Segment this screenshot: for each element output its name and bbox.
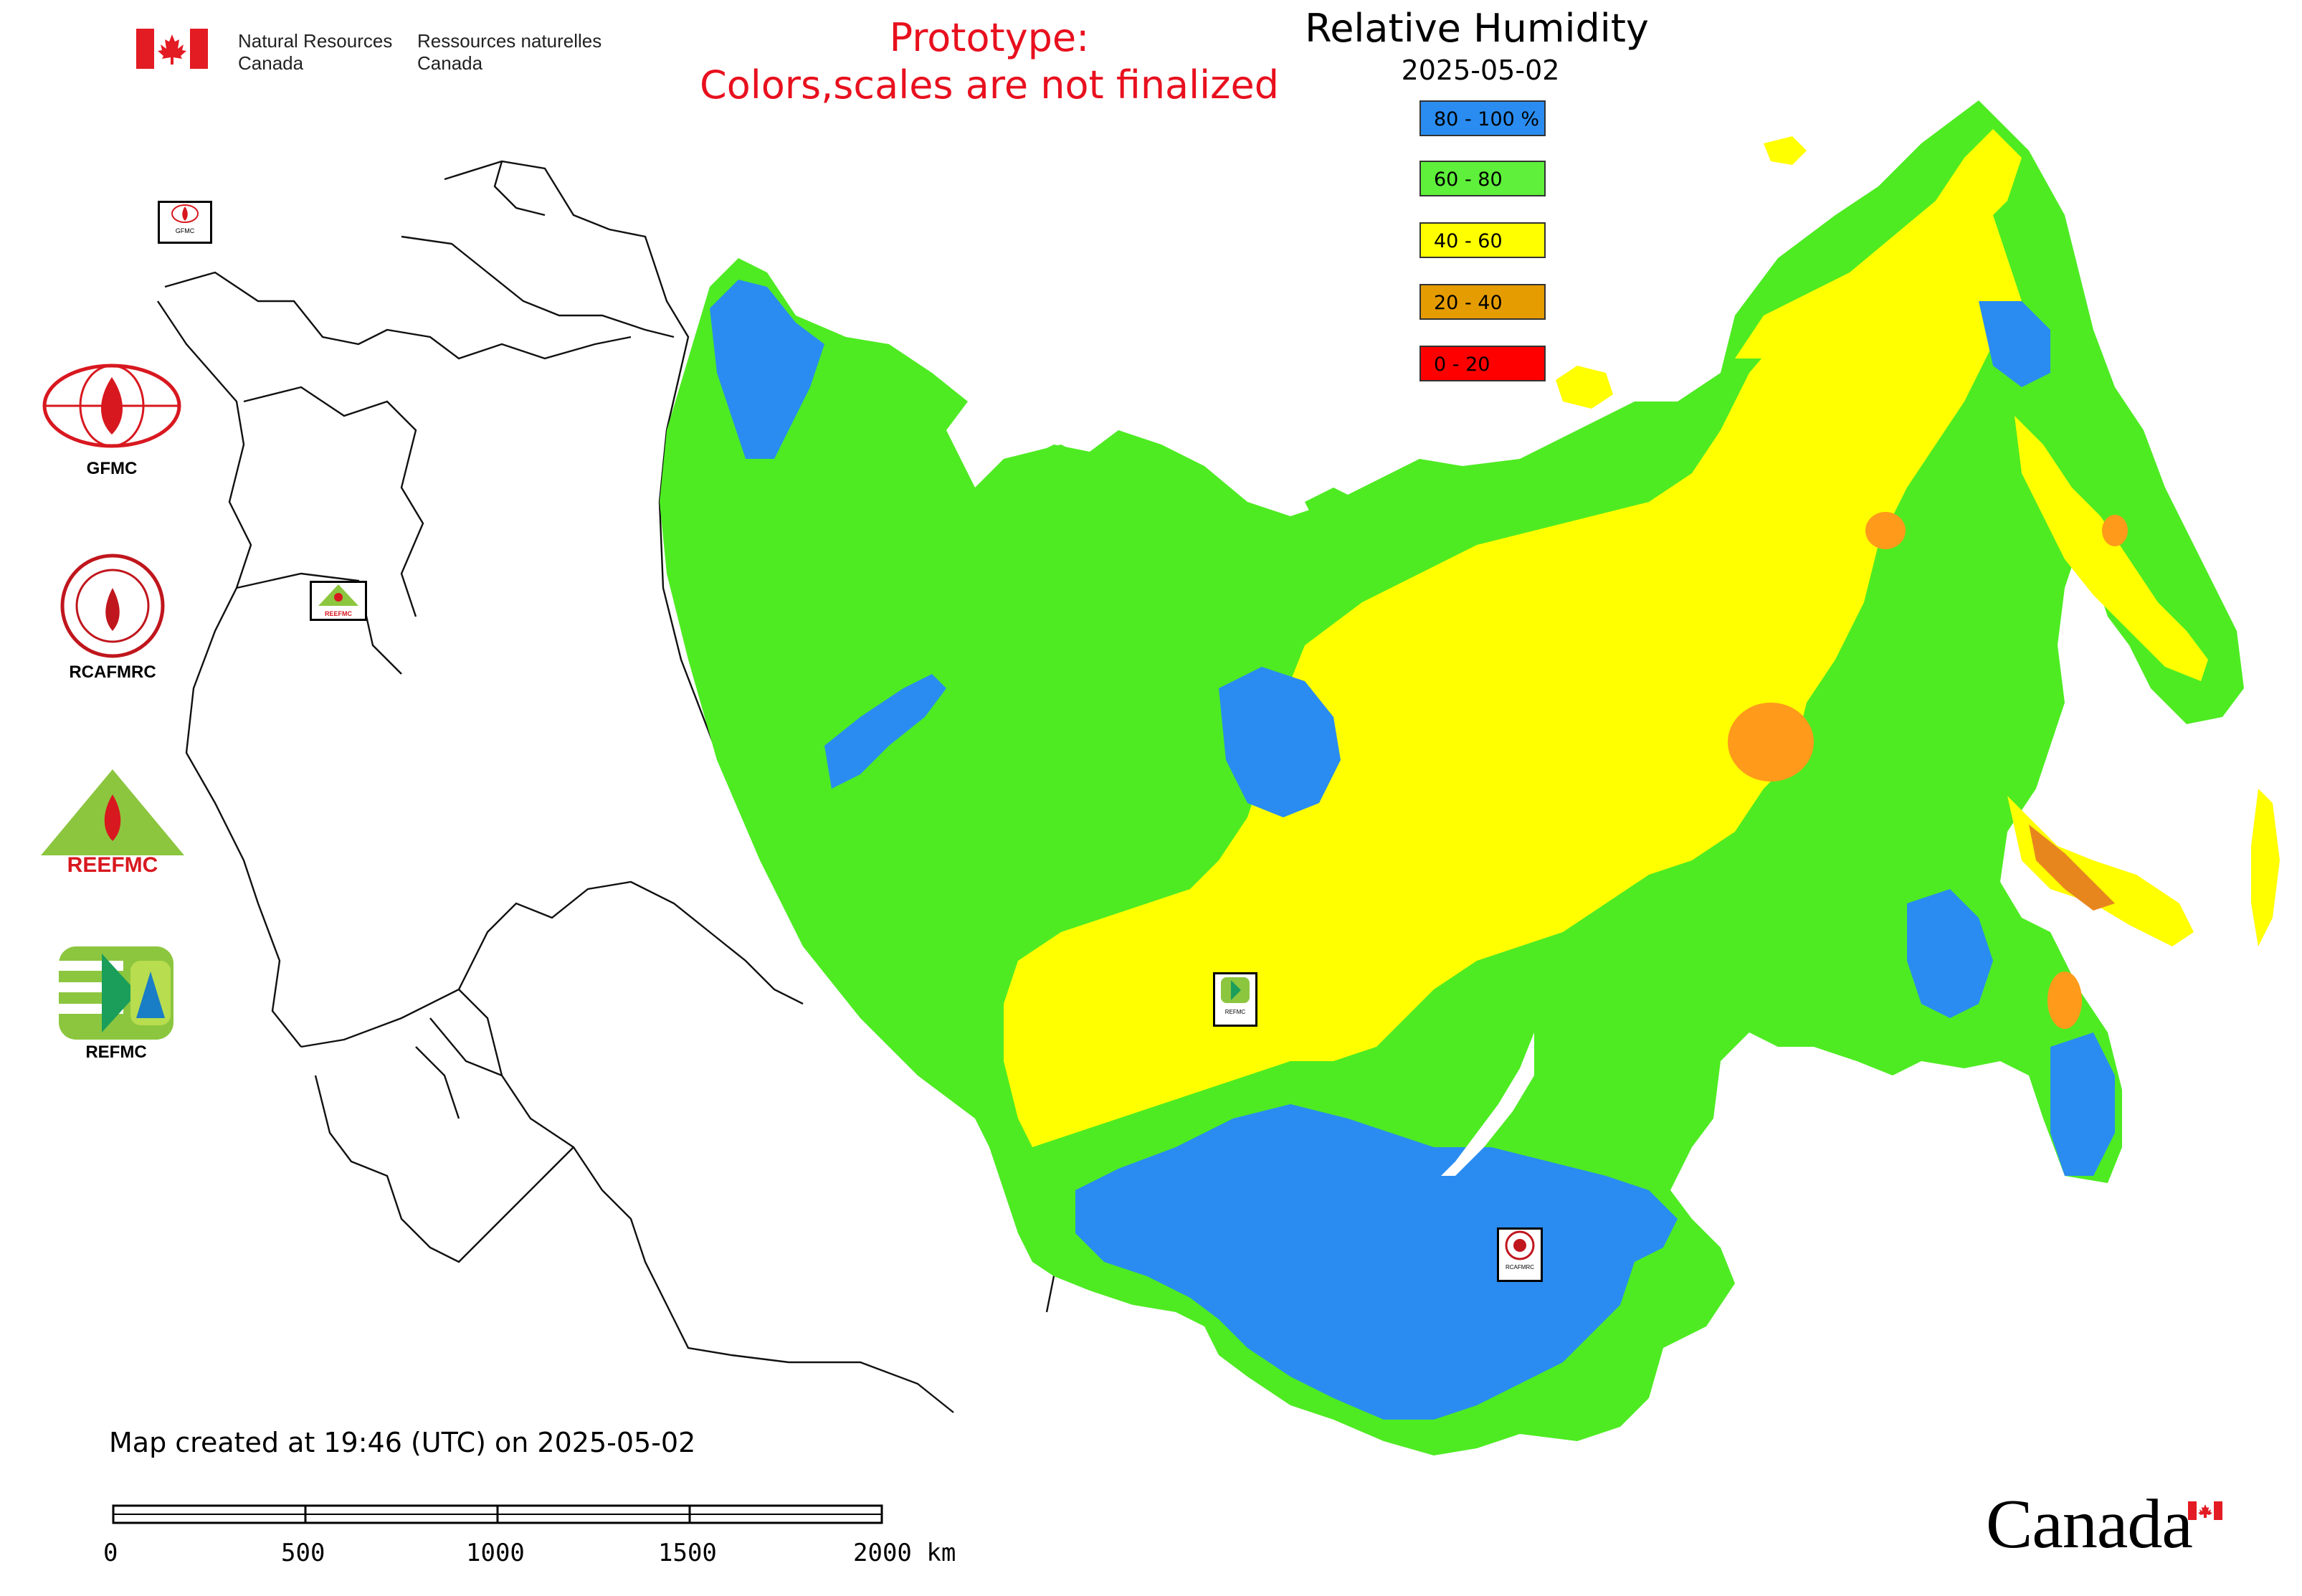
island-wrangel: [1764, 136, 1807, 165]
zone-20-40-kamchatka: [2102, 515, 2128, 546]
gfmc-logo: GFMC: [40, 363, 198, 479]
zone-80-100-west-river: [824, 674, 946, 789]
reefmc-badge-icon: [318, 584, 358, 606]
refmc-logo: REFMC: [59, 946, 202, 1063]
canada-wordmark: Canada: [1986, 1486, 2193, 1563]
zone-80-100-taimyr: [1219, 667, 1341, 817]
zone-40-60: [1004, 186, 2022, 1147]
zone-80-100-kola: [710, 280, 824, 459]
island-severnaya: [1305, 488, 1376, 545]
humidity-fill: [660, 100, 2280, 1455]
agency-en-line1: Natural Resources: [238, 30, 393, 52]
legend-item-80-100: 80 - 100 %: [1419, 100, 1546, 136]
reefmc-badge-label: REEFMC: [325, 610, 352, 617]
zone-80-100-south: [1075, 1104, 1678, 1420]
island-sakhalin: [2251, 789, 2280, 946]
legend-label: 60 - 80: [1434, 168, 1503, 191]
reefmc-logo: REEFMC: [37, 766, 188, 877]
island-novaya-zemlya: [975, 445, 1090, 545]
zone-20-40-magadan: [1865, 512, 1906, 549]
rcafmrc-logo: RCAFMRC: [59, 552, 199, 683]
gfmc-map-badge: GFMC: [158, 201, 212, 244]
refmc-sigma-icon: [59, 946, 173, 1040]
rcafmrc-label: RCAFMRC: [69, 662, 156, 682]
agency-fr-line1: Ressources naturelles: [417, 30, 602, 52]
prototype-notice: Prototype: Colors,scales are not finaliz…: [631, 14, 1348, 109]
reefmc-triangle-icon: REEFMC: [41, 769, 184, 877]
zone-kamchatka: [2015, 416, 2208, 681]
rcafmrc-map-badge: RCAFMRC: [1497, 1227, 1543, 1282]
gfmc-badge-icon: [171, 204, 199, 223]
legend-label: 20 - 40: [1434, 292, 1503, 314]
agency-en-line2: Canada: [238, 52, 304, 74]
zone-80-100-chukotka: [1979, 301, 2050, 387]
legend-item-60-80: 60 - 80: [1419, 161, 1546, 196]
legend-label: 80 - 100 %: [1434, 108, 1540, 130]
scale-label-500: 500: [281, 1539, 325, 1567]
gfmc-label: GFMC: [86, 459, 138, 478]
zone-80-100-east: [1907, 889, 1993, 1018]
scale-label-2000: 2000 km: [853, 1539, 956, 1567]
scale-label-1000: 1000: [466, 1539, 525, 1567]
prototype-line1: Prototype:: [889, 15, 1090, 60]
scale-bar: [112, 1504, 883, 1524]
legend-item-40-60: 40 - 60: [1419, 222, 1546, 258]
refmc-label: REFMC: [85, 1042, 147, 1062]
agency-name-en: Natural Resources Canada: [238, 30, 392, 75]
refmc-map-badge: REFMC: [1213, 972, 1257, 1027]
legend-label: 40 - 60: [1434, 230, 1503, 252]
reefmc-wordmark: REEFMC: [67, 853, 158, 873]
legend-item-0-20: 0 - 20: [1419, 346, 1546, 381]
zone-20-40-yakutia: [1728, 703, 1814, 782]
canada-flag-icon: [136, 29, 208, 69]
island-novosibirsk: [1556, 366, 1613, 409]
map-created-text: Map created at 19:46 (UTC) on 2025-05-02: [109, 1427, 696, 1458]
agency-name-fr: Ressources naturelles Canada: [417, 30, 601, 75]
reefmc-map-badge: REEFMC: [310, 581, 367, 621]
zone-20-40-amur: [2047, 972, 2082, 1029]
zone-40-60-ne: [1735, 129, 2022, 358]
gfmc-badge-label: GFMC: [175, 227, 195, 234]
scale-label-1500: 1500: [658, 1539, 717, 1567]
zone-80-100-primorye: [2050, 1032, 2115, 1176]
legend-item-20-40: 20 - 40: [1419, 284, 1546, 320]
gfmc-globe-icon: [42, 364, 181, 448]
map-date: 2025-05-02: [1401, 54, 1560, 86]
rcafmrc-badge-label: RCAFMRC: [1506, 1264, 1534, 1270]
zone-sakhalin: [2007, 796, 2194, 946]
refmc-badge-label: REFMC: [1224, 1009, 1246, 1015]
legend-label: 0 - 20: [1434, 353, 1490, 376]
rcafmrc-badge-icon: [1505, 1230, 1535, 1260]
agency-fr-line2: Canada: [417, 52, 483, 74]
scale-label-0: 0: [103, 1539, 118, 1567]
wordmark-flag-icon: [2188, 1501, 2222, 1520]
map-title: Relative Humidity: [1305, 6, 1649, 51]
refmc-badge-icon: [1221, 977, 1250, 1003]
rcafmrc-seal-icon: [60, 554, 165, 658]
lake-baikal: [1441, 1032, 1534, 1176]
prototype-line2: Colors,scales are not finalized: [700, 62, 1279, 108]
